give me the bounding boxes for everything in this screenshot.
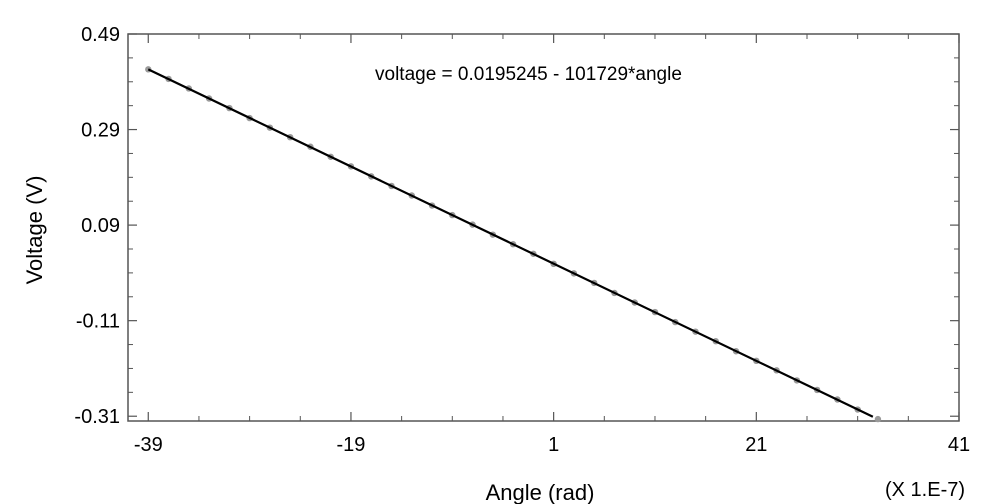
y-tick-label: -0.11 <box>76 311 120 333</box>
tick-labels: -39 -19 1 21 41 0.49 0.29 0.09 -0.11 -0.31 <box>74 24 970 456</box>
x-tick-label: -19 <box>336 434 365 456</box>
fit-equation-annotation: voltage = 0.0195245 - 101729*angle <box>375 64 682 85</box>
y-tick-label: 0.09 <box>81 215 120 237</box>
x-axis-title: Angle (rad) <box>486 480 595 504</box>
plot-frame <box>127 33 960 422</box>
x-tick-label: 41 <box>948 434 970 456</box>
x-multiplier-label: (X 1.E-7) <box>885 479 965 501</box>
y-axis-title: Voltage (V) <box>22 176 47 285</box>
axis-ticks <box>128 33 960 421</box>
x-tick-label: -39 <box>134 434 163 456</box>
data-point <box>874 415 882 423</box>
fit-line <box>147 68 874 418</box>
fit-line-layer <box>147 68 874 418</box>
x-tick-label: 21 <box>745 434 767 456</box>
y-tick-label: -0.31 <box>74 406 120 428</box>
y-tick-label: 0.29 <box>81 120 120 142</box>
x-tick-label: 1 <box>548 434 559 456</box>
y-tick-label: 0.49 <box>81 24 120 46</box>
